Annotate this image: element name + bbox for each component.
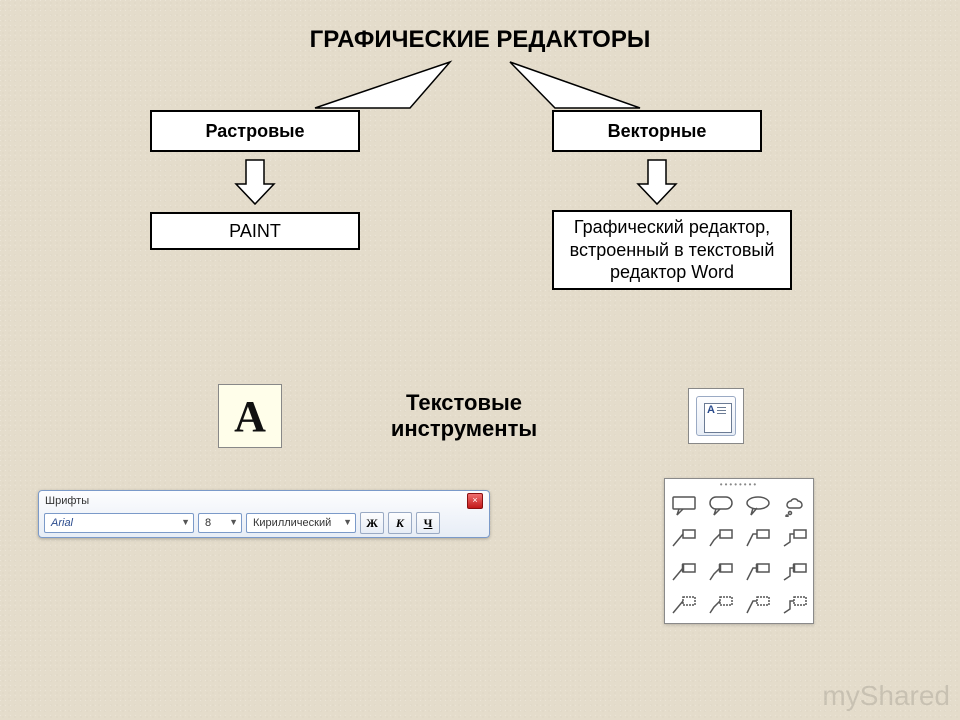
italic-button[interactable]: К (388, 512, 412, 534)
callout-round-icon[interactable] (702, 489, 739, 523)
palette-grip-icon[interactable]: •••••••• (665, 479, 813, 489)
callout-oval-icon[interactable] (739, 489, 776, 523)
accent-callout-3-icon[interactable] (739, 556, 776, 590)
callout-rect-icon[interactable] (665, 489, 702, 523)
fonts-toolbar-title: Шрифты (45, 495, 89, 507)
accent-callout-2-icon[interactable] (702, 556, 739, 590)
close-icon[interactable]: × (467, 493, 483, 509)
accent-callout-4-icon[interactable] (776, 556, 813, 590)
line-callout-3-icon[interactable] (739, 523, 776, 557)
down-arrow-right (636, 158, 678, 206)
subtitle-line1: Текстовые (406, 390, 522, 415)
box-vector: Векторные (552, 110, 762, 152)
box-paint: PAINT (150, 212, 360, 250)
callout-cloud-icon[interactable] (776, 489, 813, 523)
border-callout-4-icon[interactable] (776, 590, 813, 624)
border-callout-3-icon[interactable] (739, 590, 776, 624)
box-raster: Растровые (150, 110, 360, 152)
callout-shapes-palette[interactable]: •••••••• (664, 478, 814, 624)
line-callout-1-icon[interactable] (665, 523, 702, 557)
subtitle-line2: инструменты (391, 416, 537, 441)
font-name-combo[interactable]: Arial (44, 513, 194, 533)
text-box-icon: A (688, 388, 744, 444)
text-tool-a-icon: A (218, 384, 282, 448)
border-callout-2-icon[interactable] (702, 590, 739, 624)
accent-callout-1-icon[interactable] (665, 556, 702, 590)
line-callout-4-icon[interactable] (776, 523, 813, 557)
border-callout-1-icon[interactable] (665, 590, 702, 624)
down-arrow-left (234, 158, 276, 206)
subtitle: Текстовые инструменты (354, 390, 574, 443)
split-callout-right (0, 0, 960, 160)
charset-combo[interactable]: Кириллический (246, 513, 356, 533)
a-glyph: A (234, 391, 266, 442)
bold-button[interactable]: Ж (360, 512, 384, 534)
fonts-toolbar: Шрифты × Arial 8 Кириллический Ж К Ч (38, 490, 490, 538)
font-size-combo[interactable]: 8 (198, 513, 242, 533)
underline-button[interactable]: Ч (416, 512, 440, 534)
watermark: myShared (822, 680, 950, 712)
box-word: Графический редактор, встроенный в текст… (552, 210, 792, 290)
line-callout-2-icon[interactable] (702, 523, 739, 557)
